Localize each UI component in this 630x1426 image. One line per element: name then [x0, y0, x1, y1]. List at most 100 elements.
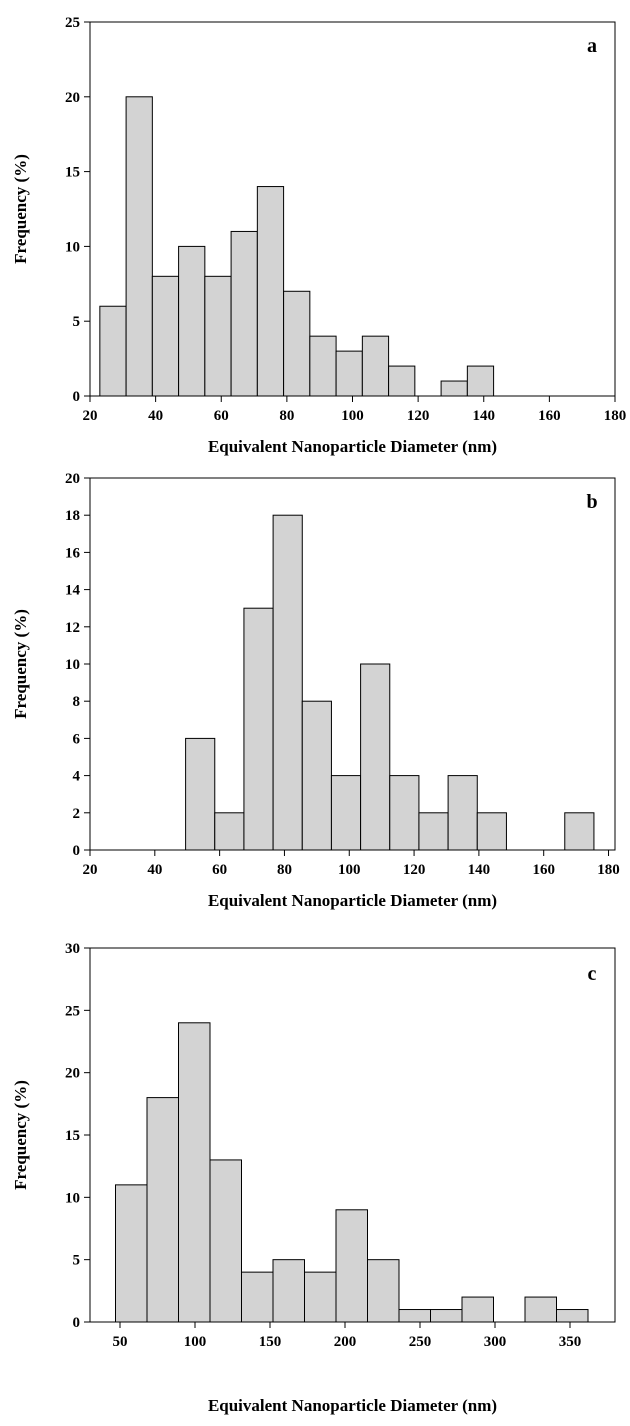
x-tick-label: 80 — [277, 862, 292, 878]
y-axis-title: Frequency (%) — [11, 1080, 30, 1190]
histogram-bar — [256, 186, 285, 397]
histogram-c: 0 5 10 15 20 25 30 50 100 150 200 250 300 350 Equivale… — [11, 941, 616, 1415]
histogram-bar — [361, 335, 390, 397]
x-tick-label: 180 — [604, 408, 627, 424]
x-tick-label: 120 — [403, 862, 426, 878]
histogram-bar — [243, 607, 274, 851]
histogram-bar — [178, 1022, 211, 1323]
histogram-bar — [301, 700, 332, 851]
y-tick-label: 10 — [65, 1190, 80, 1206]
x-tick-label: 60 — [212, 862, 227, 878]
histogram-bar — [272, 1259, 305, 1323]
x-tick-label: 300 — [484, 1334, 507, 1350]
y-tick-label: 18 — [65, 508, 80, 524]
y-tick-label: 5 — [73, 314, 81, 330]
y-tick-label: 20 — [65, 1066, 80, 1082]
y-axis-title: Frequency (%) — [11, 154, 30, 264]
histogram-bar — [367, 1259, 400, 1323]
histogram-bar — [309, 335, 337, 397]
histogram-a: 0 5 10 15 20 25 20 40 60 80 100 120 140 160 180 Equival… — [11, 15, 627, 456]
x-tick-label: 250 — [409, 1334, 432, 1350]
x-tick-label: 50 — [113, 1334, 128, 1350]
y-tick-label: 15 — [65, 165, 80, 181]
histogram-bar — [398, 1309, 431, 1323]
histogram-bar — [335, 1209, 368, 1323]
histogram-bar — [447, 775, 478, 851]
histogram-bar — [440, 380, 468, 397]
x-tick-label: 100 — [341, 408, 364, 424]
x-tick-label: 20 — [83, 408, 98, 424]
x-tick-label: 20 — [83, 862, 98, 878]
x-tick-label: 200 — [334, 1334, 357, 1350]
histogram-bar — [418, 812, 449, 851]
histogram-bar — [476, 812, 507, 851]
panel-letter: c — [588, 963, 597, 985]
histogram-panel-b: 0 2 4 6 8 10 12 14 16 18 20 20 40 60 80 100 120 140 160 180… — [0, 470, 630, 940]
x-tick-label: 160 — [538, 408, 561, 424]
y-tick-label: 14 — [65, 583, 81, 599]
histogram-bar — [99, 305, 127, 397]
histogram-bar — [360, 663, 391, 851]
y-tick-label: 5 — [73, 1253, 81, 1269]
histogram-bar — [430, 1309, 463, 1323]
y-tick-label: 2 — [73, 806, 81, 822]
y-tick-label: 25 — [65, 15, 80, 31]
y-tick-label: 30 — [65, 941, 80, 957]
histogram-bar — [564, 812, 595, 851]
y-tick-label: 10 — [65, 657, 80, 673]
x-tick-label: 60 — [214, 408, 229, 424]
histogram-bar — [304, 1271, 337, 1323]
x-tick-label: 100 — [184, 1334, 207, 1350]
histogram-bar — [230, 230, 258, 397]
y-tick-label: 8 — [73, 694, 81, 710]
y-tick-label: 6 — [73, 731, 81, 747]
histogram-bar — [115, 1184, 148, 1323]
histogram-bar — [151, 275, 180, 397]
y-tick-label: 10 — [65, 239, 80, 255]
y-tick-label: 25 — [65, 1003, 80, 1019]
x-tick-label: 40 — [147, 862, 162, 878]
y-tick-label: 0 — [73, 389, 81, 405]
histogram-bar — [388, 365, 416, 397]
histogram-bar — [389, 775, 420, 851]
y-tick-label: 4 — [73, 769, 81, 785]
x-axis-title: Equivalent Nanoparticle Diameter (nm) — [208, 437, 497, 456]
x-tick-label: 40 — [148, 408, 163, 424]
histogram-bar — [125, 96, 153, 397]
x-tick-label: 350 — [559, 1334, 582, 1350]
panel-letter: b — [586, 491, 597, 513]
histogram-bar — [524, 1296, 557, 1323]
x-tick-label: 150 — [259, 1334, 282, 1350]
histogram-bar — [209, 1159, 242, 1323]
panel-letter: a — [587, 35, 597, 57]
histogram-bar — [146, 1097, 179, 1323]
histogram-bar — [283, 290, 311, 397]
x-tick-label: 100 — [338, 862, 361, 878]
histogram-bar — [185, 737, 216, 851]
histogram-bar — [204, 275, 232, 397]
histogram-bar — [330, 775, 362, 851]
y-tick-label: 0 — [73, 843, 81, 859]
histogram-bar — [272, 514, 303, 851]
histogram-bar — [214, 812, 245, 851]
x-tick-label: 180 — [597, 862, 620, 878]
y-tick-label: 15 — [65, 1128, 80, 1144]
x-tick-label: 80 — [279, 408, 294, 424]
x-axis-title: Equivalent Nanoparticle Diameter (nm) — [208, 1396, 497, 1415]
x-tick-label: 140 — [468, 862, 491, 878]
y-tick-label: 0 — [73, 1315, 81, 1331]
histogram-bar — [241, 1271, 274, 1323]
histogram-panel-c: 0 5 10 15 20 25 30 50 100 150 200 250 300 350 Equivale… — [0, 940, 630, 1426]
histogram-panel-a: 0 5 10 15 20 25 20 40 60 80 100 120 140 160 180 Equival… — [0, 0, 630, 470]
histogram-bar — [466, 365, 495, 397]
histogram-bar — [556, 1309, 589, 1323]
y-tick-label: 20 — [65, 90, 80, 106]
histogram-bar — [461, 1296, 494, 1323]
x-tick-label: 160 — [532, 862, 555, 878]
x-tick-label: 120 — [407, 408, 430, 424]
y-tick-label: 20 — [65, 471, 80, 487]
x-axis-title: Equivalent Nanoparticle Diameter (nm) — [208, 891, 497, 910]
x-tick-label: 140 — [473, 408, 496, 424]
histogram-b: 0 2 4 6 8 10 12 14 16 18 20 20 40 60 80 100 120 140 160 180… — [11, 471, 620, 910]
y-axis-title: Frequency (%) — [11, 609, 30, 719]
